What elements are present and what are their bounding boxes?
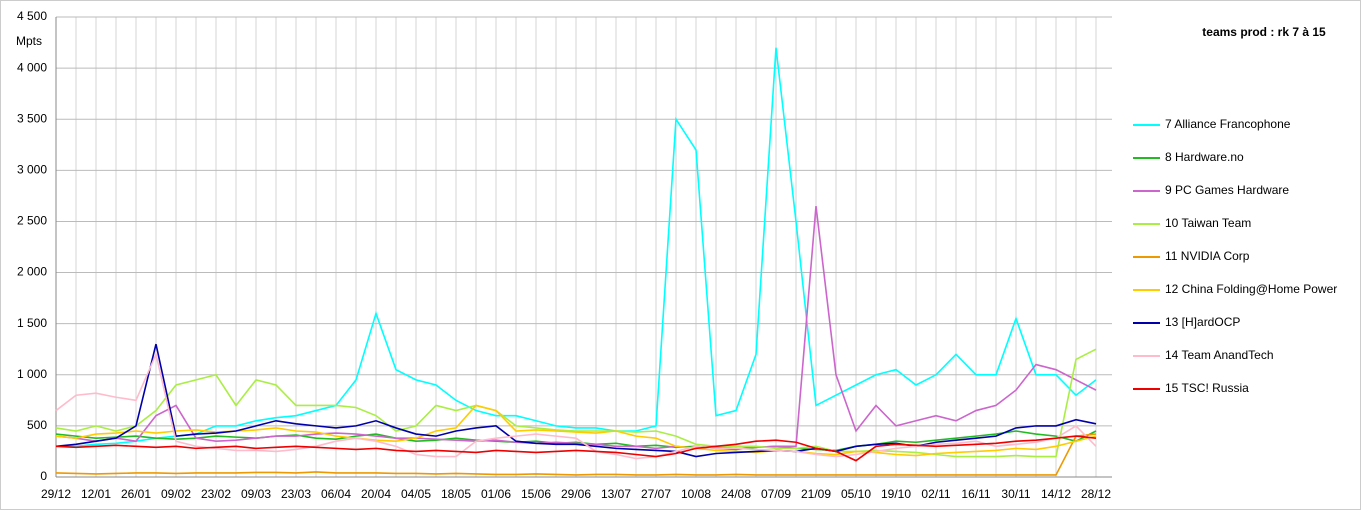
legend-label: 9 PC Games Hardware bbox=[1165, 183, 1289, 197]
legend-label: 12 China Folding@Home Power bbox=[1165, 282, 1337, 296]
x-tick-label: 14/12 bbox=[1041, 487, 1071, 501]
x-tick-label: 28/12 bbox=[1081, 487, 1111, 501]
x-tick-label: 18/05 bbox=[441, 487, 471, 501]
x-tick-label: 06/04 bbox=[321, 487, 351, 501]
x-tick-label: 24/08 bbox=[721, 487, 751, 501]
x-tick-label: 09/03 bbox=[241, 487, 271, 501]
x-tick-label: 23/02 bbox=[201, 487, 231, 501]
legend-label: 13 [H]ardOCP bbox=[1165, 315, 1240, 329]
y-tick-label: 3 500 bbox=[17, 111, 47, 125]
x-tick-label: 19/10 bbox=[881, 487, 911, 501]
x-tick-label: 12/01 bbox=[81, 487, 111, 501]
y-tick-label: 1 500 bbox=[17, 316, 47, 330]
x-tick-label: 26/01 bbox=[121, 487, 151, 501]
x-tick-label: 23/03 bbox=[281, 487, 311, 501]
y-tick-label: 500 bbox=[27, 418, 47, 432]
x-tick-label: 20/04 bbox=[361, 487, 391, 501]
series-line bbox=[55, 206, 1097, 450]
x-tick-label: 02/11 bbox=[921, 487, 950, 501]
x-tick-label: 01/06 bbox=[481, 487, 511, 501]
y-tick-label: 0 bbox=[40, 469, 47, 483]
series-line bbox=[55, 433, 1097, 476]
legend-label: 15 TSC! Russia bbox=[1165, 381, 1249, 395]
x-tick-label: 27/07 bbox=[641, 487, 671, 501]
x-tick-label: 16/11 bbox=[961, 487, 990, 501]
x-tick-label: 05/10 bbox=[841, 487, 871, 501]
x-tick-label: 30/11 bbox=[1001, 487, 1030, 501]
series-line bbox=[55, 430, 1097, 452]
x-tick-label: 04/05 bbox=[401, 487, 431, 501]
x-tick-label: 13/07 bbox=[601, 487, 631, 501]
legend-label: 11 NVIDIA Corp bbox=[1165, 249, 1250, 263]
y-tick-label: 2 500 bbox=[17, 214, 47, 228]
x-tick-label: 29/12 bbox=[41, 487, 71, 501]
y-axis-label: Mpts bbox=[16, 34, 42, 48]
x-tick-label: 07/09 bbox=[761, 487, 791, 501]
series-line bbox=[55, 348, 1097, 458]
x-tick-label: 10/08 bbox=[681, 487, 711, 501]
legend-label: 14 Team AnandTech bbox=[1165, 348, 1274, 362]
chart-title: teams prod : rk 7 à 15 bbox=[1202, 25, 1326, 39]
y-tick-label: 3 000 bbox=[17, 163, 47, 177]
y-tick-label: 4 500 bbox=[17, 9, 47, 23]
series-line bbox=[56, 47, 1097, 448]
x-tick-label: 09/02 bbox=[161, 487, 191, 501]
x-tick-label: 21/09 bbox=[801, 487, 831, 501]
x-tick-label: 15/06 bbox=[521, 487, 551, 501]
y-tick-label: 4 000 bbox=[17, 60, 47, 74]
y-tick-label: 2 000 bbox=[17, 265, 47, 279]
legend-label: 10 Taiwan Team bbox=[1165, 216, 1251, 230]
x-tick-label: 29/06 bbox=[561, 487, 591, 501]
y-tick-label: 1 000 bbox=[17, 367, 47, 381]
legend-label: 7 Alliance Francophone bbox=[1165, 117, 1291, 131]
series-line bbox=[55, 435, 1097, 462]
legend-label: 8 Hardware.no bbox=[1165, 150, 1244, 164]
